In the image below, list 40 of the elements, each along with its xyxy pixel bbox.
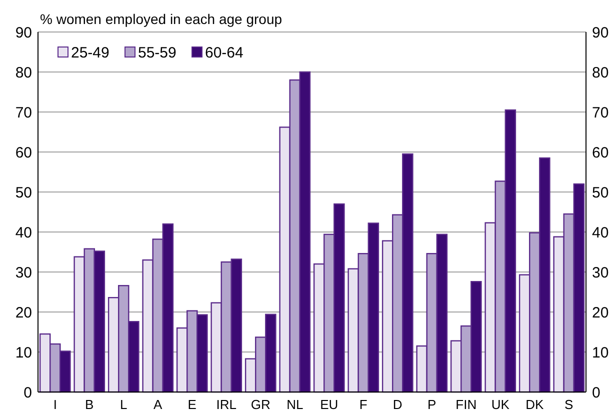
x-tick-label: IRL xyxy=(216,397,236,412)
y2-tick-label: 50 xyxy=(592,184,609,202)
x-tick-label: I xyxy=(53,397,57,412)
y-tick-label: 40 xyxy=(15,224,32,242)
x-tick-label: GR xyxy=(250,397,270,412)
x-tick-label: FIN xyxy=(456,397,477,412)
chart-title: % women employed in each age group xyxy=(40,11,282,27)
legend-label: 60-64 xyxy=(205,44,244,62)
y2-tick-label: 90 xyxy=(592,24,609,42)
y-tick-label: 60 xyxy=(15,144,32,162)
y2-tick-label: 70 xyxy=(592,104,609,122)
x-tick-label: A xyxy=(154,397,163,412)
y-tick-label: 80 xyxy=(15,64,32,82)
x-tick-label: EU xyxy=(320,397,338,412)
x-tick-label: S xyxy=(564,397,574,412)
x-tick-label: E xyxy=(188,397,197,412)
y-tick-label: 0 xyxy=(24,384,32,402)
y-tick-label: 50 xyxy=(15,184,32,202)
x-tick-label: L xyxy=(120,397,128,412)
y-tick-label: 90 xyxy=(15,24,32,42)
x-tick-label: NL xyxy=(286,397,304,412)
x-tick-label: D xyxy=(392,397,402,412)
x-tick-label: F xyxy=(359,397,368,412)
x-tick-label: P xyxy=(428,397,436,412)
y2-tick-label: 80 xyxy=(592,64,609,82)
y-tick-label: 30 xyxy=(15,264,32,282)
y2-tick-label: 10 xyxy=(592,344,609,362)
y2-tick-label: 40 xyxy=(592,224,609,242)
x-tick-label: UK xyxy=(491,397,510,412)
x-tick-label: B xyxy=(85,397,94,412)
x-tick-label: DK xyxy=(526,397,544,412)
y2-tick-label: 0 xyxy=(592,384,600,402)
y-tick-label: 10 xyxy=(15,344,32,362)
y-tick-label: 70 xyxy=(15,104,32,122)
legend-label: 55-59 xyxy=(138,44,176,62)
y-tick-label: 20 xyxy=(15,304,32,322)
y2-tick-label: 60 xyxy=(592,144,609,162)
y2-tick-label: 20 xyxy=(592,304,609,322)
legend-label: 25-49 xyxy=(71,44,110,62)
y2-tick-label: 30 xyxy=(592,264,609,282)
